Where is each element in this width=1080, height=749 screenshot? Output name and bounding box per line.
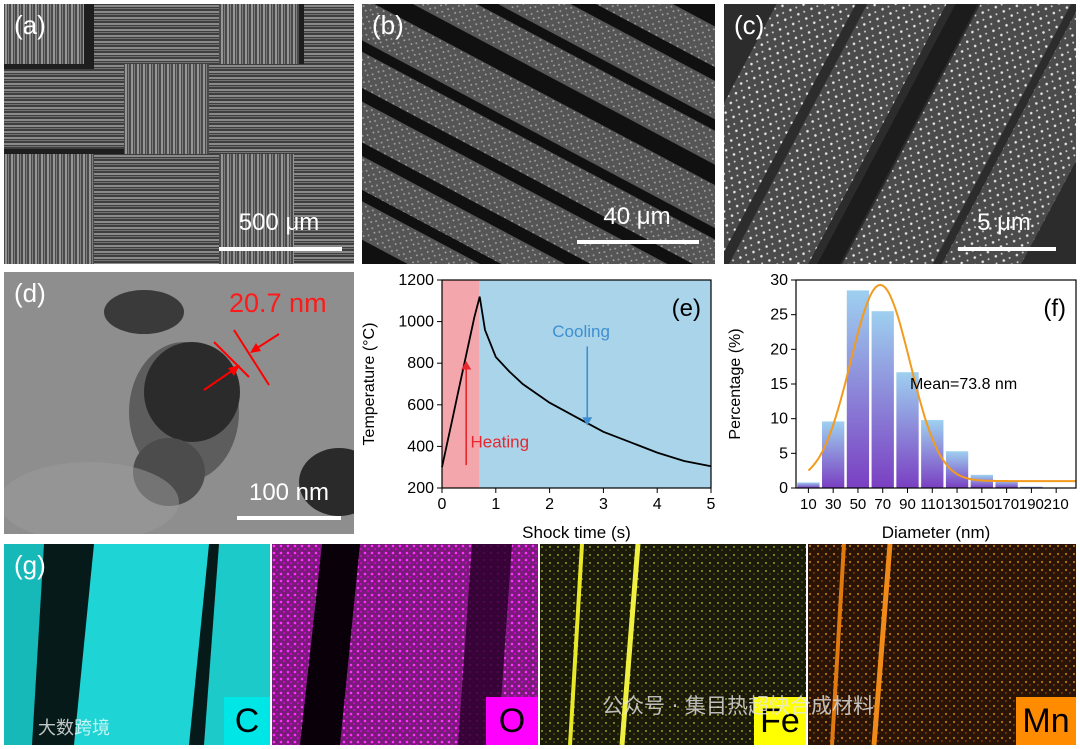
panel-label-a: (a) [14,10,46,40]
x-tick-label: 130 [945,496,970,513]
sem-fibers [362,4,715,264]
histogram-bar [871,311,894,488]
x-tick-label: 0 [438,496,447,513]
element-label-mn: Mn [1016,697,1076,745]
chart-panel-e: 0 1 2 3 4 5 200 400 600 800 1000 1200 Heating Cooli… [358,268,720,544]
gaussian-fit-curve [807,283,1076,483]
sem-fiber-surface [724,4,1076,264]
cooling-region [479,280,711,488]
scale-bar-d [237,516,341,520]
scale-label-b: 40 μm [603,203,671,230]
x-axis-label: Shock time (s) [522,523,631,542]
x-tick-label: 150 [969,496,994,513]
y-tick-label: 0 [779,480,788,497]
heating-region [442,280,480,488]
scale-bar-c [958,247,1056,251]
histogram-bar [945,451,969,488]
arrow-head-right [250,343,261,353]
scale-label-d: 100 nm [248,479,330,506]
histogram-bar [846,290,870,488]
tem-image-d: (d) 20.7 nm 100 nm [4,272,354,534]
x-tick-label: 90 [899,496,916,513]
panel-label-f: (f) [1043,295,1066,322]
x-tick-label: 170 [994,496,1019,513]
y-tick-label: 15 [770,376,788,393]
element-label-c: C [224,697,270,745]
y-axis-label: Temperature (°C) [361,323,378,446]
panel-label-b: (b) [372,10,404,40]
sem-woven-fabric [4,4,354,264]
scale-label-c: 5 μm [977,209,1031,236]
eds-map-o: O [272,544,538,745]
measure-line-1 [213,341,250,378]
plot-frame [441,279,712,489]
x-axis-label: Diameter (nm) [882,523,991,542]
y-tick-label: 10 [770,411,788,428]
sem-image-c: (c) 5 μm [724,4,1076,264]
x-tick-label: 10 [800,496,817,513]
x-tick-label: 50 [850,496,867,513]
heating-annotation: Heating [471,432,530,451]
y-tick-label: 800 [407,355,434,372]
x-tick-label: 110 [920,496,944,513]
y-tick-label: 600 [407,397,434,414]
eds-map-fe: Fe [540,544,806,745]
carbon-map [4,544,270,745]
arrow-head-left [228,365,240,376]
mean-annotation: Mean=73.8 nm [910,376,1017,393]
x-tick-label: 1 [491,496,500,513]
element-label-fe: Fe [754,697,806,745]
x-tick-label: 3 [599,496,608,513]
panel-label-d: (d) [14,278,46,308]
histogram-bar [896,372,919,488]
y-tick-label: 5 [779,445,788,462]
histogram-bar [995,480,1018,488]
x-tick-label: 5 [707,496,716,513]
x-tick-label: 70 [874,496,891,513]
chart-panel-f: 10 30 50 70 90 110 130 150 170 190 210 0 5 10 15 20 25 30… [722,268,1080,544]
eds-map-mn: Mn [808,544,1076,745]
x-tick-label: 30 [825,496,842,513]
y-tick-label: 1000 [398,314,434,331]
watermark-account: 公众号 · 集目热超快合成材料 [602,694,875,718]
y-tick-label: 200 [407,480,434,497]
tem-nanoparticle [4,272,354,534]
temperature-curve [441,296,712,468]
panel-label-c: (c) [734,10,765,40]
scale-label-a: 500 μm [238,209,320,236]
heating-arrow-head [461,361,472,370]
panel-label-g: (g) [14,550,46,580]
watermark-logo: 大数跨境 [38,718,110,739]
cooling-annotation: Cooling [552,322,610,341]
sem-image-a: (a) 500 μm [4,4,354,264]
x-tick-label: 4 [653,496,662,513]
y-tick-label: 20 [770,341,788,358]
y-tick-label: 400 [407,438,434,455]
y-axis-label: Percentage (%) [727,328,744,439]
histogram-bar [1020,486,1043,488]
element-label-o: O [486,697,538,745]
cooling-arrow-head [582,417,593,426]
particle-size-annotation: 20.7 nm [229,288,327,318]
temperature-chart: 0 1 2 3 4 5 200 400 600 800 1000 1200 Heating Cooli… [361,272,716,542]
x-tick-label: 210 [1044,496,1069,513]
y-tick-label: 25 [770,307,788,324]
histogram-bar [797,482,820,488]
y-tick-label: 1200 [398,272,434,289]
measure-arrow-left [203,367,237,391]
x-tick-label: 190 [1019,496,1044,513]
panel-label-e: (e) [672,295,701,322]
x-tick-label: 2 [545,496,554,513]
histogram-bar [822,421,845,488]
scale-bar-a [219,247,342,251]
eds-map-c: (g) C 大数跨境 [4,544,270,745]
y-tick-label: 30 [770,272,788,289]
measure-line-2 [233,329,270,386]
sem-image-b: (b) 40 μm [362,4,715,264]
diameter-histogram: 10 30 50 70 90 110 130 150 170 190 210 0 5 10 15 20 25 30… [727,272,1077,542]
histogram-bar [921,420,944,488]
scale-bar-b [577,240,699,244]
